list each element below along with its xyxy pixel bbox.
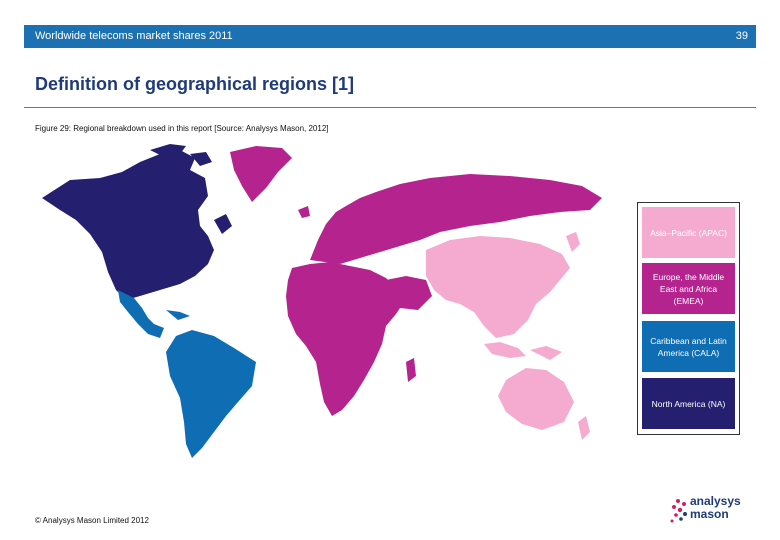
logo-wordmark: analysys mason bbox=[690, 495, 741, 521]
logo-line-1: analysys bbox=[690, 494, 741, 508]
legend-item-north-america: North America (NA) bbox=[642, 378, 735, 429]
footer-copyright: © Analysys Mason Limited 2012 bbox=[35, 516, 149, 525]
region-apac bbox=[426, 232, 590, 440]
dot-cluster-icon bbox=[670, 499, 687, 523]
legend-item-emea: Europe, the Middle East and Africa (EMEA… bbox=[642, 263, 735, 314]
header-bar: Worldwide telecoms market shares 2011 39 bbox=[24, 25, 756, 48]
page-title: Definition of geographical regions [1] bbox=[35, 74, 355, 94]
region-cala bbox=[118, 290, 256, 458]
world-map bbox=[42, 144, 602, 458]
analysys-mason-logo: analysys mason bbox=[668, 495, 758, 527]
figure-caption: Figure 29: Regional breakdown used in th… bbox=[35, 124, 329, 133]
header-title: Worldwide telecoms market shares 2011 bbox=[35, 30, 233, 42]
page-number: 39 bbox=[735, 30, 748, 42]
legend-item-apac: Asia–Pacific (APAC) bbox=[642, 207, 735, 258]
title-rule bbox=[24, 107, 756, 108]
logo-line-2: mason bbox=[690, 507, 729, 521]
region-emea bbox=[230, 146, 602, 416]
legend-item-cala: Caribbean and Latin America (CALA) bbox=[642, 321, 735, 372]
region-north-america bbox=[42, 144, 232, 300]
legend: Asia–Pacific (APAC) Europe, the Middle E… bbox=[637, 202, 740, 435]
